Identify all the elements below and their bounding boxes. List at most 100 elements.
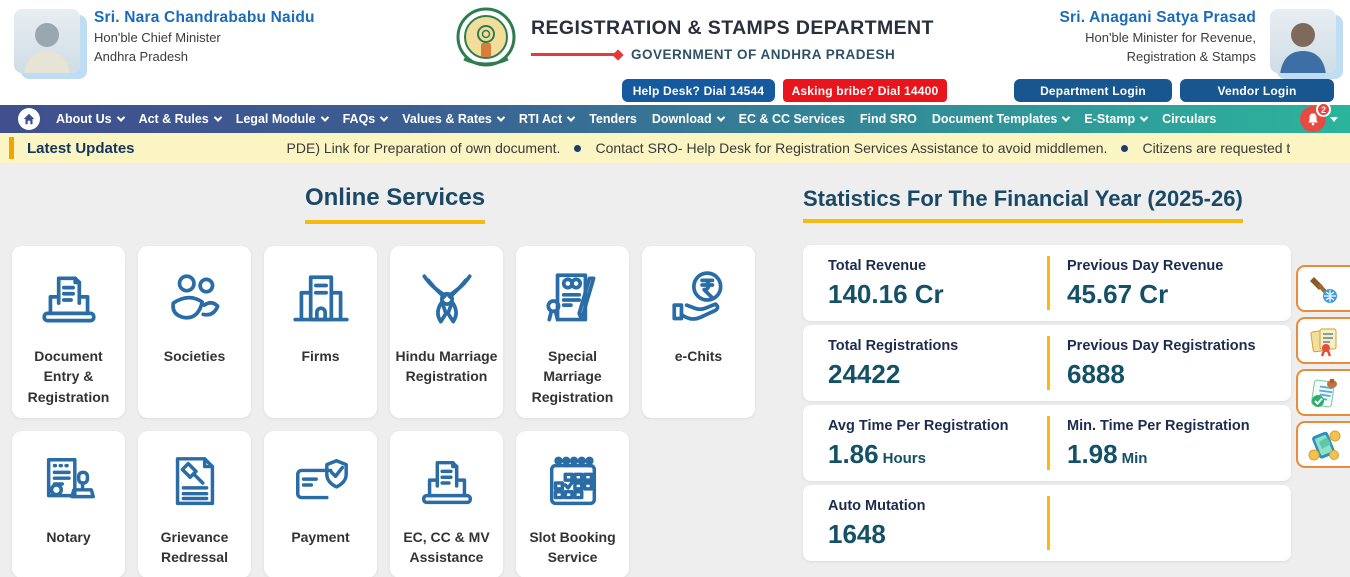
statistics-section: Statistics For The Financial Year (2025-… (803, 163, 1291, 565)
home-icon[interactable] (18, 108, 40, 130)
stat-value: 45.67 Cr (1067, 279, 1169, 309)
service-card-ec-cc-mv[interactable]: EC, CC & MV Assistance (390, 431, 503, 577)
helpdesk-button[interactable]: Help Desk? Dial 14544 (622, 79, 775, 102)
nav-find-sro[interactable]: Find SRO (859, 112, 917, 126)
service-card-payment[interactable]: Payment (264, 431, 377, 577)
stat-value: 140.16 Cr (828, 279, 944, 309)
chevron-down-icon (1062, 113, 1071, 122)
cm-photo (14, 9, 80, 73)
payment-shield-icon (295, 459, 348, 500)
stat-card-auto-mutation: Auto Mutation 1648 (803, 485, 1291, 561)
ticker-item: Contact SRO- Help Desk for Registration … (595, 140, 1108, 156)
chevron-down-icon (380, 113, 389, 122)
bullet-icon (574, 144, 582, 152)
stat-value (1067, 503, 1291, 534)
government-subtitle: GOVERNMENT OF ANDHRA PRADESH (631, 47, 896, 62)
ticker-item: PDE) Link for Preparation of own documen… (286, 140, 561, 156)
service-card-hindu-marriage[interactable]: Hindu Marriage Registration (390, 246, 503, 418)
service-card-slot-booking[interactable]: Slot Booking Service (516, 431, 629, 577)
calendar-icon (549, 456, 596, 506)
anti-bribe-button[interactable]: Asking bribe? Dial 14400 (783, 79, 947, 102)
ticker-item: Citizens are requested t (1142, 140, 1291, 156)
chief-minister-block: Sri. Nara Chandrababu Naidu Hon'ble Chie… (14, 9, 315, 73)
nav-about-us[interactable]: About Us (56, 112, 125, 126)
stat-label: Total Registrations (828, 338, 959, 354)
minister-block: Sri. Anagani Satya Prasad Hon'ble Minist… (1059, 9, 1336, 73)
notifications-bell[interactable]: 2 (1298, 102, 1338, 133)
minister-name: Sri. Anagani Satya Prasad (1059, 9, 1256, 26)
nav-tenders[interactable]: Tenders (589, 112, 637, 126)
stat-label: Auto Mutation (828, 498, 926, 514)
bullet-icon (1121, 144, 1129, 152)
approved-document-icon[interactable] (1296, 369, 1350, 416)
department-login-button[interactable]: Department Login (1014, 79, 1172, 102)
mobile-payment-icon[interactable] (1296, 421, 1350, 468)
ticker-messages: PDE) Link for Preparation of own documen… (287, 140, 1291, 156)
stat-value: 1.98 Min (1067, 439, 1148, 469)
online-services-title: Online Services (304, 184, 486, 224)
stat-value: 1648 (828, 519, 886, 549)
service-card-special-marriage[interactable]: Special Marriage Registration (516, 246, 629, 418)
service-card-e-chits[interactable]: e-Chits (642, 246, 755, 418)
minister-title-1: Hon'ble Minister for Revenue, (1085, 30, 1256, 45)
marriage-certificate-icon (545, 273, 595, 322)
stat-label: Previous Day Registrations (1067, 338, 1256, 354)
building-icon (292, 275, 349, 322)
ticker-title: Latest Updates (27, 139, 135, 157)
ap-state-emblem-icon (456, 7, 516, 69)
header: Sri. Nara Chandrababu Naidu Hon'ble Chie… (0, 0, 1350, 105)
department-title: REGISTRATION & STAMPS DEPARTMENT (531, 17, 934, 39)
service-card-societies[interactable]: Societies (138, 246, 251, 418)
stat-label: Previous Day Revenue (1067, 258, 1224, 274)
nav-circulars[interactable]: Circulars (1162, 112, 1217, 126)
cm-state: Andhra Pradesh (94, 49, 188, 65)
people-icon (170, 274, 220, 320)
service-card-document-entry[interactable]: Document Entry & Registration (12, 246, 125, 418)
nav-values-rates[interactable]: Values & Rates (402, 112, 506, 126)
certificates-icon[interactable] (1296, 317, 1350, 364)
nav-ec-cc-services[interactable]: EC & CC Services (738, 112, 845, 126)
nav-download[interactable]: Download (652, 112, 725, 126)
stat-value: 1.86 Hours (828, 439, 926, 469)
chevron-down-icon (1139, 113, 1149, 122)
nav-rti-act[interactable]: RTI Act (519, 112, 576, 126)
stat-card-registrations: Total Registrations 24422 Previous Day R… (803, 325, 1291, 401)
nav-e-stamp[interactable]: E-Stamp (1084, 112, 1149, 126)
cm-title: Hon'ble Chief Minister (94, 30, 221, 45)
stat-label: Min. Time Per Registration (1067, 418, 1250, 434)
nav-faqs[interactable]: FAQs (343, 112, 389, 126)
nav-act-rules[interactable]: Act & Rules (139, 112, 222, 126)
chevron-down-icon (496, 113, 506, 122)
stat-value: 6888 (1067, 359, 1125, 389)
caret-down-icon (1330, 117, 1338, 122)
vendor-login-button[interactable]: Vendor Login (1180, 79, 1334, 102)
stat-label: Total Revenue (828, 258, 927, 274)
auction-gavel-icon[interactable] (1296, 265, 1350, 312)
notary-stamp-icon (46, 458, 95, 499)
stat-card-revenue: Total Revenue 140.16 Cr Previous Day Rev… (803, 245, 1291, 321)
service-card-firms[interactable]: Firms (264, 246, 377, 418)
nav-legal-module[interactable]: Legal Module (236, 112, 329, 126)
stat-value: 24422 (828, 359, 901, 389)
nav-document-templates[interactable]: Document Templates (932, 112, 1071, 126)
diamond-marker (612, 48, 624, 61)
service-card-grievance[interactable]: Grievance Redressal (138, 431, 251, 577)
grievance-gavel-icon (175, 457, 214, 506)
laptop-document-icon (41, 276, 96, 323)
online-services-section: Online Services Document Entry & Registr… (0, 163, 790, 577)
chevron-down-icon (213, 113, 222, 122)
department-branding: REGISTRATION & STAMPS DEPARTMENT GOVERNM… (456, 7, 934, 69)
main-navigation: About Us Act & Rules Legal Module FAQs V… (0, 102, 1350, 133)
marriage-knot-icon (421, 274, 472, 324)
statistics-title: Statistics For The Financial Year (2025-… (803, 186, 1243, 223)
stat-label: Avg Time Per Registration (828, 418, 1009, 434)
chevron-down-icon (116, 113, 125, 122)
notification-count-badge: 2 (1316, 102, 1331, 117)
stat-card-time: Avg Time Per Registration 1.86 Hours Min.… (803, 405, 1291, 481)
latest-updates-ticker: Latest Updates PDE) Link for Preparation… (0, 133, 1350, 163)
red-divider (531, 53, 615, 56)
chevron-down-icon (320, 113, 329, 122)
service-card-notary[interactable]: Notary (12, 431, 125, 577)
laptop-document-icon (421, 460, 472, 505)
